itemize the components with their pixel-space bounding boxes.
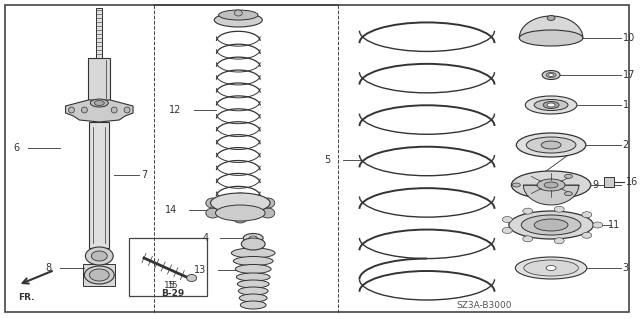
Ellipse shape (240, 301, 266, 309)
Text: 1: 1 (623, 100, 628, 110)
Ellipse shape (523, 236, 532, 242)
Ellipse shape (548, 73, 554, 77)
Ellipse shape (81, 107, 88, 113)
Text: FR.: FR. (18, 293, 35, 302)
Text: 11: 11 (608, 220, 620, 230)
Ellipse shape (216, 205, 265, 221)
Ellipse shape (241, 238, 265, 250)
Bar (88, 58, 110, 100)
Bar (83, 264, 115, 286)
Ellipse shape (593, 222, 603, 228)
Ellipse shape (92, 251, 108, 261)
Text: 9: 9 (593, 180, 599, 190)
Bar (96, 8, 102, 58)
Text: 14: 14 (164, 205, 177, 215)
Ellipse shape (519, 30, 583, 46)
Ellipse shape (513, 183, 520, 187)
Ellipse shape (68, 107, 74, 113)
Ellipse shape (232, 248, 275, 258)
Ellipse shape (243, 234, 263, 242)
Text: 7: 7 (141, 170, 147, 180)
Ellipse shape (554, 206, 564, 212)
Ellipse shape (211, 193, 270, 213)
Ellipse shape (206, 198, 220, 208)
Ellipse shape (547, 16, 555, 20)
Ellipse shape (234, 256, 273, 265)
Ellipse shape (554, 238, 564, 244)
Text: SZ3A-B3000: SZ3A-B3000 (457, 300, 512, 309)
Ellipse shape (187, 275, 196, 281)
Bar (604, 177, 614, 187)
Ellipse shape (542, 70, 560, 79)
Text: 15: 15 (167, 281, 177, 291)
Text: 3: 3 (623, 263, 628, 273)
Ellipse shape (537, 179, 565, 191)
Text: 6: 6 (13, 143, 20, 153)
Text: 10: 10 (623, 33, 635, 43)
Ellipse shape (547, 103, 555, 107)
Ellipse shape (523, 208, 532, 214)
Text: 16: 16 (625, 177, 638, 187)
Bar (129, 238, 207, 296)
Ellipse shape (534, 219, 568, 231)
Ellipse shape (219, 10, 258, 20)
Ellipse shape (236, 264, 271, 273)
Ellipse shape (534, 100, 568, 110)
Text: 13: 13 (195, 265, 207, 275)
Ellipse shape (522, 215, 581, 235)
Text: 8: 8 (45, 263, 52, 273)
Bar (90, 122, 109, 248)
Polygon shape (519, 16, 583, 38)
Ellipse shape (543, 101, 559, 108)
Ellipse shape (544, 182, 558, 188)
Ellipse shape (582, 212, 592, 218)
Text: 12: 12 (170, 105, 182, 115)
Ellipse shape (249, 236, 257, 240)
Ellipse shape (564, 192, 572, 196)
Ellipse shape (214, 13, 262, 27)
Ellipse shape (124, 107, 130, 113)
Ellipse shape (502, 217, 512, 223)
Ellipse shape (239, 294, 267, 302)
Ellipse shape (236, 273, 270, 281)
Ellipse shape (90, 269, 109, 281)
Ellipse shape (261, 198, 275, 208)
Ellipse shape (234, 193, 247, 203)
Ellipse shape (515, 257, 587, 279)
Ellipse shape (526, 137, 576, 153)
Ellipse shape (525, 96, 577, 114)
Ellipse shape (509, 211, 593, 239)
Ellipse shape (502, 227, 512, 234)
Ellipse shape (85, 247, 113, 265)
Ellipse shape (111, 107, 117, 113)
Text: 17: 17 (623, 70, 635, 80)
Ellipse shape (234, 10, 243, 16)
Text: 4: 4 (202, 233, 209, 243)
Ellipse shape (90, 99, 108, 107)
Text: 2: 2 (623, 140, 629, 150)
Ellipse shape (516, 133, 586, 157)
Ellipse shape (206, 208, 220, 218)
Ellipse shape (524, 260, 579, 276)
Ellipse shape (541, 141, 561, 149)
Polygon shape (65, 100, 133, 122)
Ellipse shape (564, 174, 572, 178)
Ellipse shape (94, 100, 104, 106)
Ellipse shape (238, 287, 268, 295)
Ellipse shape (84, 266, 114, 284)
Text: 5: 5 (324, 155, 331, 165)
Text: 15: 15 (164, 280, 175, 290)
Ellipse shape (511, 171, 591, 199)
Polygon shape (524, 185, 579, 205)
Ellipse shape (546, 72, 556, 78)
Ellipse shape (234, 213, 247, 223)
Ellipse shape (237, 280, 269, 288)
Ellipse shape (582, 232, 592, 238)
Text: B-29: B-29 (161, 290, 184, 299)
Ellipse shape (261, 208, 275, 218)
Ellipse shape (546, 265, 556, 271)
